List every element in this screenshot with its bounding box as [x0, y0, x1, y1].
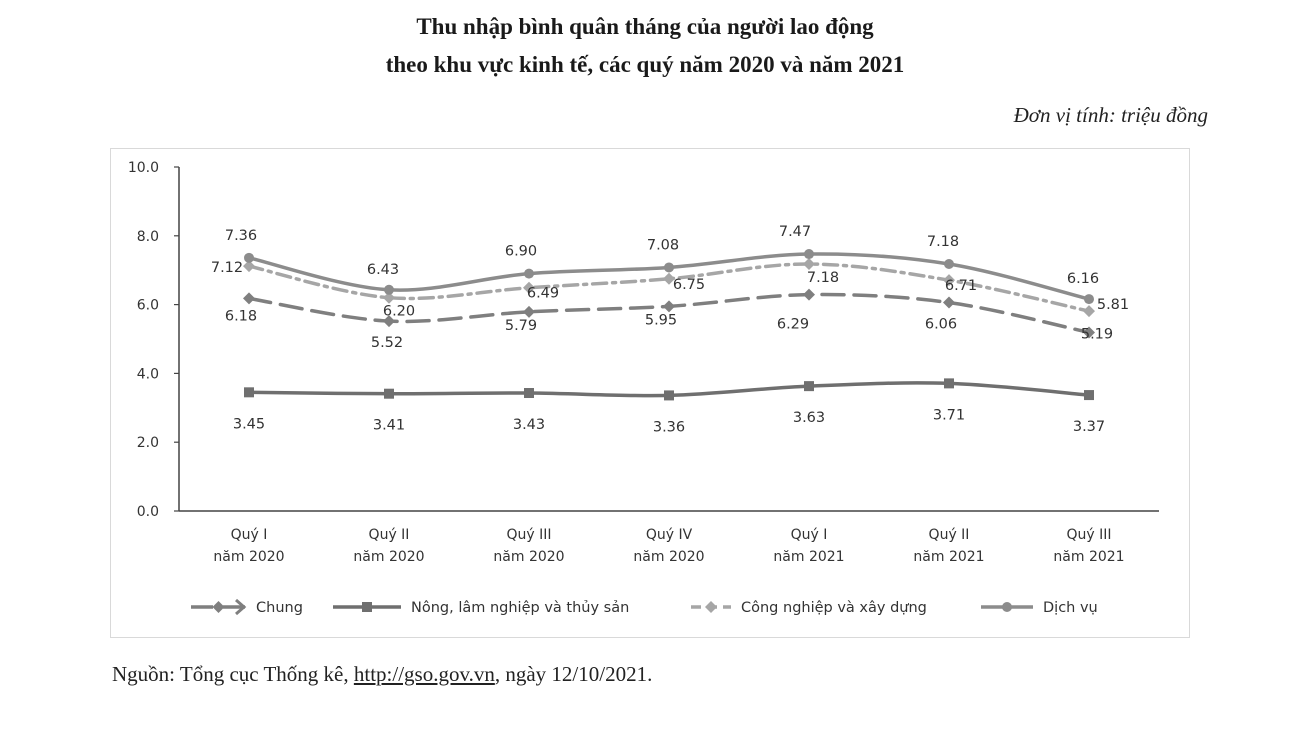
data-label: 6.20 — [383, 304, 415, 320]
source-link[interactable]: http://gso.gov.vn — [353, 662, 495, 686]
data-label: 3.45 — [233, 416, 265, 432]
x-tick-label: Quý I — [231, 527, 268, 543]
y-tick-label: 0.0 — [137, 504, 159, 520]
legend-label: Chung — [256, 600, 303, 616]
series-point-2 — [664, 390, 674, 401]
data-label: 3.36 — [653, 419, 685, 435]
x-tick-label: Quý IV — [646, 527, 693, 543]
data-label: 6.71 — [945, 278, 977, 294]
series-point-4 — [384, 284, 394, 295]
data-label: 5.79 — [505, 318, 537, 334]
x-tick-label: năm 2020 — [633, 549, 704, 565]
x-tick-label: năm 2021 — [1053, 549, 1124, 565]
chart-area: 0.0 2.0 4.0 6.0 8.0 10.0 Quý I năm 2020 Quý II nă… — [110, 148, 1190, 638]
series-point-3 — [1083, 305, 1095, 318]
data-label: 7.12 — [211, 260, 243, 276]
series-point-1 — [383, 315, 395, 328]
data-label: 6.16 — [1067, 271, 1099, 287]
x-tick-label: năm 2020 — [213, 549, 284, 565]
data-label: 6.06 — [925, 317, 957, 333]
legend-label: Nông, lâm nghiệp và thủy sản — [411, 600, 629, 616]
unit-label: Đơn vị tính: triệu đồng — [1013, 103, 1208, 127]
series-point-1 — [663, 300, 675, 313]
series-point-4 — [524, 268, 534, 279]
chart-title-line2: theo khu vực kinh tế, các quý năm 2020 v… — [385, 52, 905, 77]
series-point-2 — [944, 378, 954, 389]
y-tick-label: 2.0 — [137, 435, 159, 451]
y-tick-label: 4.0 — [137, 366, 159, 382]
line-chart: 0.0 2.0 4.0 6.0 8.0 10.0 Quý I năm 2020 Quý II nă… — [128, 160, 1159, 616]
series-point-4 — [1084, 294, 1094, 305]
legend-swatch-marker — [362, 602, 372, 612]
data-label: 6.43 — [367, 262, 399, 278]
series-point-3 — [523, 281, 535, 294]
data-label: 3.71 — [933, 407, 965, 423]
series-point-4 — [944, 259, 954, 270]
source-suffix: , ngày 12/10/2021. — [494, 662, 653, 686]
series-point-3 — [243, 260, 255, 273]
x-tick-label: năm 2020 — [493, 549, 564, 565]
series-point-2 — [244, 387, 254, 398]
data-label: 6.18 — [225, 308, 257, 324]
legend-swatch-marker — [1002, 602, 1012, 612]
data-label: 5.81 — [1097, 297, 1129, 313]
series-point-1 — [243, 292, 255, 305]
series-point-1 — [803, 288, 815, 301]
series-point-2 — [1084, 390, 1094, 401]
x-tick-label: Quý I — [791, 527, 828, 543]
series-point-3 — [663, 272, 675, 285]
data-label: 7.47 — [779, 224, 811, 240]
x-tick-label: Quý III — [506, 527, 551, 543]
data-label: 7.36 — [225, 228, 257, 244]
x-tick-label: Quý II — [369, 527, 410, 543]
legend-swatch-marker — [705, 601, 717, 613]
legend-label: Dịch vụ — [1043, 600, 1098, 616]
series-point-4 — [664, 262, 674, 273]
legend-arrow-icon — [235, 598, 247, 616]
series-point-2 — [384, 388, 394, 399]
data-label: 6.90 — [505, 244, 537, 260]
data-label: 3.63 — [793, 410, 825, 426]
data-label: 3.43 — [513, 417, 545, 433]
y-tick-label: 8.0 — [137, 229, 159, 245]
series-point-1 — [523, 305, 535, 318]
series-point-1 — [1083, 326, 1095, 339]
series-point-3 — [383, 291, 395, 304]
series-point-2 — [804, 381, 814, 392]
data-label: 5.95 — [645, 312, 677, 328]
legend-label: Công nghiệp và xây dựng — [741, 600, 927, 616]
y-tick-label: 6.0 — [137, 298, 159, 314]
data-label: 7.18 — [807, 270, 839, 286]
source-prefix: Nguồn: Tổng cục Thống kê, — [112, 662, 354, 686]
series-point-4 — [244, 252, 254, 263]
data-label: 5.52 — [371, 335, 403, 351]
series-point-4 — [804, 249, 814, 260]
data-label: 7.18 — [927, 234, 959, 250]
data-label: 3.41 — [373, 418, 405, 434]
data-label: 6.75 — [673, 277, 705, 293]
data-label: 3.37 — [1073, 419, 1105, 435]
x-tick-label: năm 2021 — [773, 549, 844, 565]
data-label: 7.08 — [647, 237, 679, 253]
x-tick-label: năm 2020 — [353, 549, 424, 565]
x-tick-label: Quý II — [929, 527, 970, 543]
y-tick-label: 10.0 — [128, 160, 159, 176]
series-point-1 — [943, 296, 955, 309]
data-label: 6.29 — [777, 317, 809, 333]
series-point-3 — [803, 258, 815, 271]
chart-title-line1: Thu nhập bình quân tháng của người lao đ… — [416, 14, 874, 39]
data-label: 5.19 — [1081, 326, 1113, 342]
source-note: Nguồn: Tổng cục Thống kê, http://gso.gov… — [112, 662, 652, 687]
x-tick-label: Quý III — [1066, 527, 1111, 543]
x-tick-label: năm 2021 — [913, 549, 984, 565]
series-point-2 — [524, 388, 534, 399]
legend-swatch-marker — [212, 601, 225, 613]
data-label: 6.49 — [527, 286, 559, 302]
series-point-3 — [943, 274, 955, 287]
